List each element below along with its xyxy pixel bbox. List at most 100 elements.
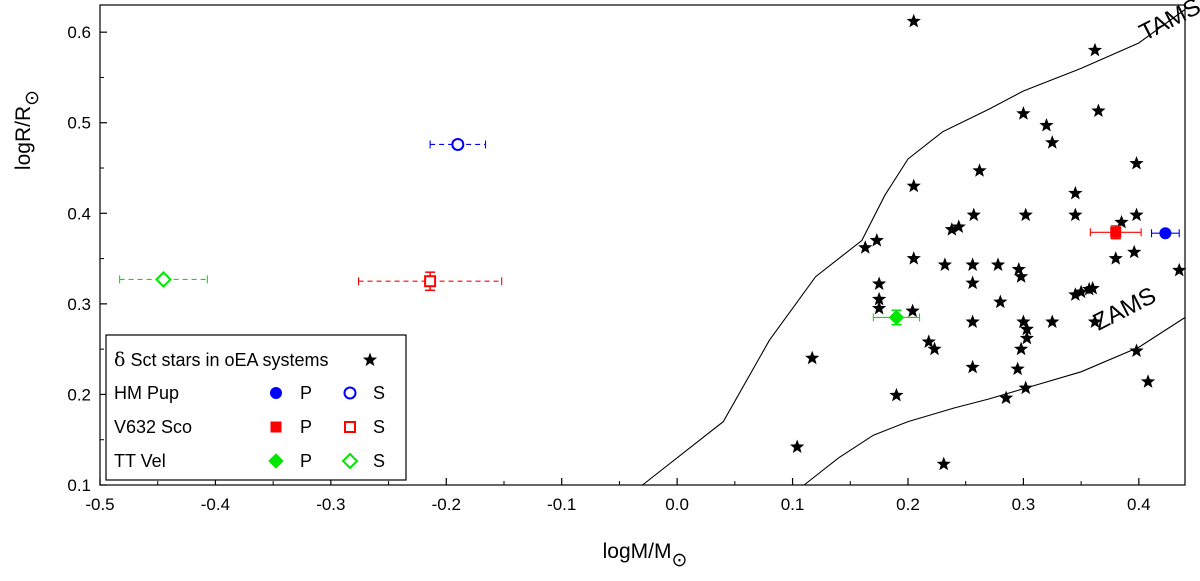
delta-sct-star-point	[1091, 103, 1106, 118]
delta-sct-star-point	[1127, 244, 1142, 259]
delta-sct-star-point	[1108, 251, 1123, 265]
x-tick-label: 0.4	[1127, 495, 1151, 514]
delta-sct-star-point	[1129, 343, 1144, 358]
legend-star-marker	[362, 352, 378, 367]
delta-sct-star-point	[1129, 155, 1144, 170]
delta-sct-star-point	[965, 257, 980, 271]
x-tick-label: 0.0	[665, 495, 689, 514]
curve-zams	[803, 317, 1186, 486]
legend-row-tt-vel-s: S	[373, 451, 385, 471]
delta-sct-star-point	[1068, 207, 1083, 222]
y-tick-label: 0.1	[67, 476, 91, 495]
delta-sct-star-point	[1019, 330, 1034, 345]
delta-sct-star-point	[990, 257, 1006, 271]
legend-v632-sco-s-marker	[344, 421, 356, 433]
delta-sct-star-point	[1013, 269, 1029, 283]
tt-vel-p-point	[888, 309, 905, 326]
delta-sct-star-point	[993, 294, 1008, 309]
delta-sct-star-point	[1073, 284, 1089, 299]
y-axis-title-text: logR/R	[12, 106, 35, 170]
delta-sct-star-point	[858, 240, 873, 254]
delta-sct-star-point	[1019, 321, 1034, 336]
legend-v632-sco-p-marker	[270, 421, 282, 433]
delta-sct-star-point	[965, 314, 980, 329]
legend-row-hm-pup-s: S	[373, 383, 385, 403]
delta-sct-star-point	[1068, 287, 1083, 301]
y-tick-label: 0.2	[67, 385, 91, 404]
delta-sct-star-point	[944, 222, 959, 236]
legend-markers	[268, 352, 378, 470]
delta-sct-star-point	[1068, 185, 1083, 200]
delta-sct-star-point	[965, 275, 980, 290]
v632-sco-s-point	[424, 275, 437, 288]
delta-sct-star-point	[1016, 106, 1031, 120]
delta-sct-star-point	[905, 303, 920, 318]
delta-sct-star-point	[871, 300, 887, 315]
delta-sct-star-point	[1045, 314, 1060, 329]
markers	[119, 13, 1187, 471]
delta-sct-star-point	[906, 178, 921, 193]
delta-sct-star-point	[906, 13, 921, 28]
delta-sct-star-point	[998, 390, 1014, 405]
delta-sct-star-point	[906, 251, 921, 265]
delta-sct-star-point	[1087, 314, 1103, 329]
legend-tt-vel-p-marker	[268, 453, 284, 469]
delta-sct-star-point	[871, 291, 887, 306]
x-tick-label: -0.2	[432, 495, 461, 514]
x-tick-label: 0.1	[781, 495, 805, 514]
curve-label-zams: ZAMS	[1089, 282, 1161, 336]
y-tick-label: 0.3	[67, 295, 91, 314]
curve-label-tams: TAMS	[1135, 0, 1200, 47]
x-tick-label: 0.3	[1012, 495, 1036, 514]
delta-sct-star-point	[1114, 214, 1129, 229]
legend-row-v632-sco-label: V632 Sco	[114, 417, 192, 437]
curves: TAMS ZAMS	[642, 0, 1200, 486]
delta-sct-star-point	[1018, 207, 1033, 222]
legend: δ Sct stars in oEA systems HM Pup P S V6…	[105, 334, 407, 481]
legend-hm-pup-s-marker	[343, 386, 357, 400]
y-axis-title: logR/R⊙	[12, 90, 43, 170]
delta-sct-star-point	[965, 359, 980, 374]
delta-sct-star-point	[927, 341, 942, 356]
delta-sct-star-point	[937, 257, 953, 271]
y-axis-solar-symbol: ⊙	[22, 90, 43, 106]
delta-sct-star-point	[966, 207, 981, 222]
legend-row-tt-vel-p: P	[300, 451, 312, 471]
delta-sct-star-point	[1013, 341, 1029, 356]
x-tick-label: 0.2	[896, 495, 920, 514]
v632-sco-p-point	[1110, 226, 1122, 238]
delta-sct-star-point	[1010, 361, 1025, 376]
legend-row-stars-label: δ Sct stars in oEA systems	[114, 349, 329, 371]
y-tick-label: 0.5	[67, 114, 91, 133]
delta-sct-star-point	[1016, 314, 1031, 329]
legend-row-v632-sco-s: S	[373, 417, 385, 437]
legend-tt-vel-s-marker	[341, 452, 359, 470]
delta-sct-star-point	[889, 387, 904, 402]
delta-sct-star-point	[1039, 117, 1054, 132]
delta-sct-star-point	[1085, 280, 1100, 295]
x-tick-label: -0.4	[201, 495, 230, 514]
x-axis-solar-symbol: ⊙	[671, 550, 687, 571]
tt-vel-s-point	[155, 271, 172, 288]
delta-sct-star-point	[972, 163, 987, 177]
delta-sct-star-point	[1129, 207, 1144, 222]
x-axis-title-text: logM/M	[603, 540, 672, 563]
delta-sct-star-point	[1172, 262, 1187, 277]
delta-sct-star-point	[921, 334, 936, 348]
legend-row-tt-vel-label: TT Vel	[114, 451, 166, 471]
y-tick-label: 0.6	[67, 23, 91, 42]
ticks: -0.5 -0.4 -0.3 -0.2 -0.1 0.0 0.1 0.2 0.3 0.4 0.1 0.…	[67, 23, 1150, 514]
delta-sct-star-point	[936, 456, 951, 471]
legend-stars-text: Sct stars in oEA systems	[125, 350, 328, 370]
x-axis-title: logM/M⊙	[603, 540, 688, 571]
delta-sct-star-point	[1087, 42, 1103, 57]
delta-sct-star-point	[951, 219, 966, 233]
delta-sct-star-point	[1011, 261, 1026, 276]
delta-sct-star-point	[1140, 374, 1156, 388]
delta-sct-star-point	[871, 276, 887, 291]
legend-row-hm-pup-label: HM Pup	[114, 383, 179, 403]
hm-pup-s-point	[451, 137, 465, 151]
delta-sct-star-point	[790, 439, 805, 454]
delta-sct-star-point	[1018, 380, 1033, 395]
